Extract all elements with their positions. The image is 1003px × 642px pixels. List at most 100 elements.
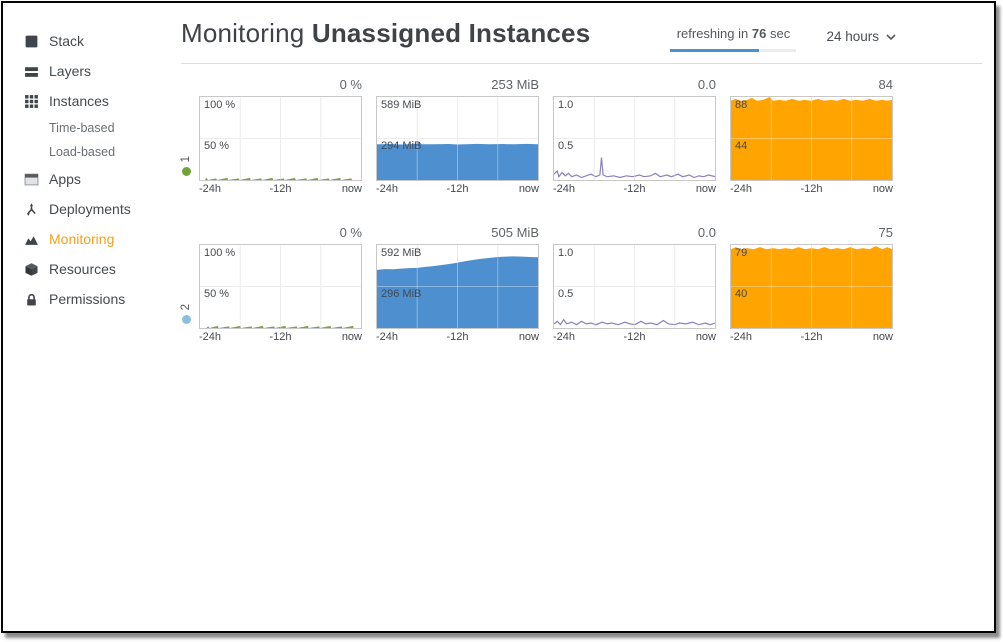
memory-chart — [377, 245, 538, 328]
instance-row: 2 0 % 100 % 50 % -24h -12h — [173, 225, 994, 346]
sidebar-item-label: Resources — [49, 261, 116, 277]
page-header: Monitoring Unassigned Instances refreshi… — [173, 3, 994, 52]
page-title: Monitoring Unassigned Instances — [181, 18, 590, 49]
instance-row: 1 0 % 100 % 50 % -24h -12h — [173, 77, 994, 198]
y-tick-top: 79 — [735, 247, 748, 259]
y-tick-top: 589 MiB — [381, 99, 422, 111]
sidebar-item-apps[interactable]: Apps — [3, 164, 173, 194]
sidebar-item-label: Monitoring — [49, 231, 115, 247]
chart-cell-memory: 253 MiB 589 MiB 294 MiB -24h -12h now — [376, 77, 539, 198]
chart-plot: 592 MiB 296 MiB — [376, 244, 539, 329]
x-tick: -12h — [800, 331, 823, 343]
resources-icon — [23, 262, 39, 277]
chart-plot: 1.0 0.5 — [553, 96, 716, 181]
time-range-dropdown[interactable]: 24 hours — [826, 29, 896, 44]
chart-plot: 100 % 50 % — [199, 244, 362, 329]
page-title-main: Unassigned Instances — [311, 18, 591, 48]
sidebar-item-monitoring[interactable]: Monitoring — [3, 224, 173, 254]
sidebar-item-time-based[interactable]: Time-based — [3, 116, 173, 140]
app-window: Stack Layers Instances Time-based — [1, 1, 996, 633]
refresh-text: refreshing in 76 sec — [676, 26, 791, 41]
main-content: Monitoring Unassigned Instances refreshi… — [173, 3, 994, 346]
instance-name[interactable]: 1 — [180, 155, 192, 162]
x-axis-labels: -24h -12h now — [199, 183, 362, 198]
x-tick: -12h — [269, 331, 292, 343]
x-tick: -24h — [376, 331, 399, 343]
x-axis-labels: -24h -12h now — [376, 183, 539, 198]
x-tick: -12h — [800, 183, 823, 195]
sidebar-item-load-based[interactable]: Load-based — [3, 140, 173, 164]
x-tick: -24h — [730, 183, 753, 195]
chart-current-value: 75 — [878, 225, 893, 240]
procs-chart — [731, 245, 892, 328]
x-tick: -12h — [623, 331, 646, 343]
y-tick-top: 592 MiB — [381, 247, 422, 259]
chart-current-value: 0.0 — [697, 225, 716, 240]
x-tick: -12h — [269, 183, 292, 195]
chart-cell-procs: 84 88 44 -24h -12h now — [730, 77, 893, 198]
refresh-progress-fill — [670, 49, 759, 52]
monitoring-icon — [23, 232, 39, 247]
header-divider — [181, 63, 982, 64]
x-tick: -24h — [553, 331, 576, 343]
refresh-countdown[interactable]: refreshing in 76 sec — [670, 25, 797, 52]
instance-name[interactable]: 2 — [180, 303, 192, 310]
x-tick: -24h — [553, 183, 576, 195]
y-tick-mid: 0.5 — [558, 139, 574, 152]
chart-plot: 79 40 — [730, 244, 893, 329]
monitoring-charts: 1 0 % 100 % 50 % -24h -12h — [173, 64, 994, 346]
x-tick: -24h — [199, 331, 222, 343]
sidebar-item-label: Permissions — [49, 291, 126, 307]
chart-plot: 100 % 50 % — [199, 96, 362, 181]
instance-label-col: 1 — [173, 77, 199, 198]
sidebar-item-deployments[interactable]: Deployments — [3, 194, 173, 224]
sidebar-item-layers[interactable]: Layers — [3, 56, 173, 86]
sidebar-item-label: Stack — [49, 33, 85, 49]
page-title-prefix: Monitoring — [181, 18, 305, 48]
instances-icon — [23, 94, 39, 109]
chart-current-value: 0.0 — [697, 77, 716, 92]
sidebar-item-instances[interactable]: Instances — [3, 86, 173, 116]
x-axis-labels: -24h -12h now — [553, 331, 716, 346]
instance-status-dot — [181, 167, 191, 176]
stack-icon — [23, 34, 39, 49]
sidebar-item-label: Deployments — [49, 201, 131, 217]
y-tick-top: 88 — [735, 99, 748, 111]
y-tick-top: 1.0 — [558, 247, 574, 259]
y-tick-top: 1.0 — [558, 99, 574, 111]
x-axis-labels: -24h -12h now — [199, 331, 362, 346]
load-chart — [554, 245, 715, 328]
x-tick: now — [518, 183, 539, 195]
x-tick: now — [518, 331, 539, 343]
chart-plot: 1.0 0.5 — [553, 244, 716, 329]
sidebar-item-resources[interactable]: Resources — [3, 254, 173, 284]
x-tick: now — [695, 183, 716, 195]
y-tick-mid: 40 — [735, 287, 748, 300]
memory-chart — [377, 97, 538, 180]
x-tick: -12h — [446, 331, 469, 343]
x-tick: -24h — [730, 331, 753, 343]
load-chart — [554, 97, 715, 180]
chart-cell-load: 0.0 1.0 0.5 -24h -12h now — [553, 225, 716, 346]
x-tick: -24h — [376, 183, 399, 195]
sidebar-item-permissions[interactable]: Permissions — [3, 284, 173, 314]
x-axis-labels: -24h -12h now — [730, 183, 893, 198]
sidebar-item-label: Layers — [49, 63, 92, 79]
sidebar-item-stack[interactable]: Stack — [3, 26, 173, 56]
y-tick-mid: 50 % — [204, 139, 230, 152]
x-axis-labels: -24h -12h now — [730, 331, 893, 346]
x-tick: now — [341, 183, 362, 195]
y-tick-mid: 294 MiB — [381, 139, 422, 152]
y-tick-mid: 0.5 — [558, 287, 574, 300]
procs-chart — [731, 97, 892, 180]
sidebar-subitem-label: Time-based — [49, 121, 115, 135]
x-tick: now — [872, 183, 893, 195]
x-tick: now — [695, 331, 716, 343]
chevron-down-icon — [886, 33, 896, 40]
refresh-seconds: 76 — [751, 26, 767, 41]
time-range-label: 24 hours — [826, 29, 879, 44]
chart-current-value: 0 % — [339, 77, 362, 92]
sidebar-item-label: Instances — [49, 93, 109, 109]
x-tick: -12h — [446, 183, 469, 195]
x-tick: -24h — [199, 183, 222, 195]
